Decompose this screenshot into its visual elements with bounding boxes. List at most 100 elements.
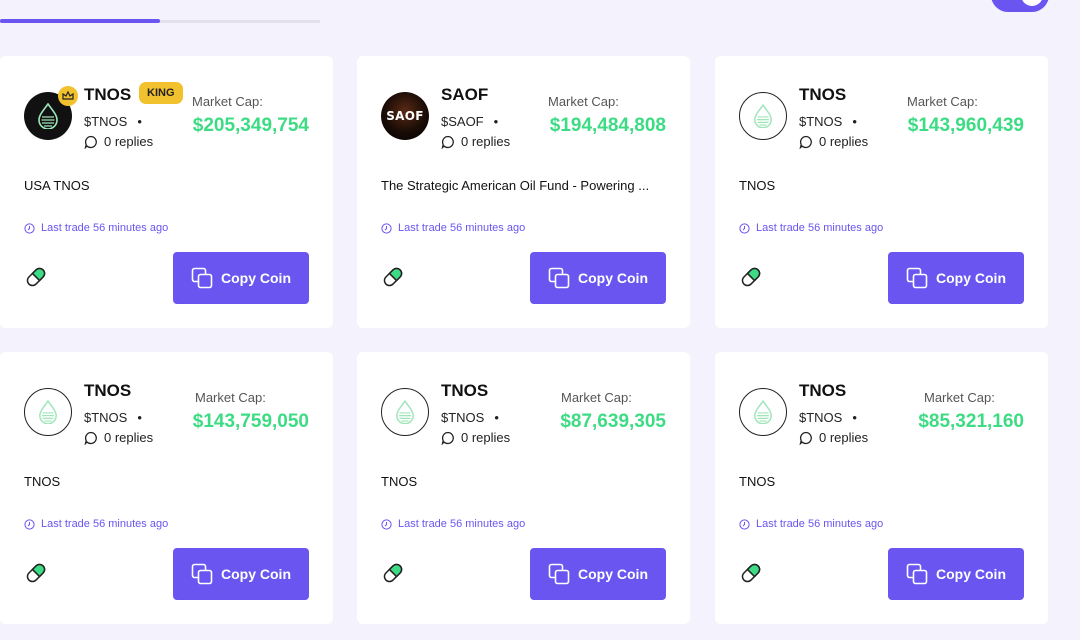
clock-icon <box>739 518 750 530</box>
coin-name: SAOF <box>441 85 489 104</box>
coin-ticker: $TNOS • <box>84 410 142 425</box>
copy-icon <box>548 563 570 585</box>
last-trade-text: Last trade 56 minutes ago <box>41 518 169 530</box>
clock-icon <box>24 222 35 234</box>
market-cap-label: Market Cap: <box>907 94 978 109</box>
pill-icon <box>383 563 403 583</box>
ticker-text: $SAOF <box>441 114 484 129</box>
coin-card[interactable]: TNOS $TNOS • 0 replies Market Cap: $87,63… <box>357 352 690 624</box>
last-trade-text: Last trade 56 minutes ago <box>398 222 526 234</box>
pill-icon <box>26 563 46 583</box>
pill-icon <box>741 563 761 583</box>
last-trade: Last trade 56 minutes ago <box>739 518 883 530</box>
coin-ticker: $TNOS • <box>84 114 142 129</box>
copy-coin-button[interactable]: Copy Coin <box>530 548 666 600</box>
coin-description: The Strategic American Oil Fund - Poweri… <box>381 178 650 193</box>
coin-description: TNOS <box>739 178 776 193</box>
replies-text: 0 replies <box>461 430 511 445</box>
copy-icon <box>191 267 213 289</box>
coin-name: TNOS <box>799 85 847 104</box>
coin-avatar <box>739 388 787 436</box>
tab-active-indicator <box>0 19 160 23</box>
last-trade: Last trade 56 minutes ago <box>24 222 168 234</box>
last-trade-text: Last trade 56 minutes ago <box>41 222 169 234</box>
tab-bar[interactable] <box>0 0 320 24</box>
view-toggle[interactable] <box>991 0 1049 12</box>
replies-count[interactable]: 0 replies <box>799 134 868 149</box>
market-cap-label: Market Cap: <box>192 94 263 109</box>
last-trade-text: Last trade 56 minutes ago <box>756 518 884 530</box>
avatar-text: SAOF <box>386 109 424 123</box>
copy-coin-label: Copy Coin <box>221 566 291 582</box>
coin-ticker: $TNOS • <box>799 114 857 129</box>
drop-icon <box>396 400 414 424</box>
copy-icon <box>906 267 928 289</box>
replies-count[interactable]: 0 replies <box>799 430 868 445</box>
coin-name: TNOS <box>799 381 847 400</box>
market-cap-value: $87,639,305 <box>560 411 666 432</box>
ticker-text: $TNOS <box>84 410 128 425</box>
last-trade: Last trade 56 minutes ago <box>381 518 525 530</box>
copy-coin-label: Copy Coin <box>578 566 648 582</box>
drop-icon <box>754 104 772 128</box>
chat-bubble-icon <box>799 431 812 445</box>
replies-count[interactable]: 0 replies <box>84 134 153 149</box>
ticker-text: $TNOS <box>441 410 485 425</box>
coin-avatar <box>24 86 78 140</box>
market-cap-label: Market Cap: <box>924 390 995 405</box>
replies-text: 0 replies <box>104 134 154 149</box>
clock-icon <box>24 518 35 530</box>
pill-icon <box>383 267 403 287</box>
coin-ticker: $TNOS • <box>441 410 499 425</box>
pill-icon <box>741 267 761 287</box>
copy-coin-button[interactable]: Copy Coin <box>530 252 666 304</box>
market-cap-label: Market Cap: <box>561 390 632 405</box>
replies-text: 0 replies <box>819 430 869 445</box>
pill-icon <box>26 267 46 287</box>
copy-coin-label: Copy Coin <box>578 270 648 286</box>
coin-card[interactable]: TNOS $TNOS • 0 replies Market Cap: $143,9… <box>715 56 1048 328</box>
separator-dot: • <box>852 410 857 425</box>
coin-ticker: $SAOF • <box>441 114 498 129</box>
copy-coin-button[interactable]: Copy Coin <box>888 252 1024 304</box>
copy-coin-button[interactable]: Copy Coin <box>173 548 309 600</box>
chat-bubble-icon <box>799 135 812 149</box>
separator-dot: • <box>493 114 499 129</box>
coin-description: TNOS <box>739 474 776 489</box>
coin-description: USA TNOS <box>24 178 90 193</box>
market-cap-label: Market Cap: <box>548 94 619 109</box>
coin-avatar <box>739 92 787 140</box>
coin-description: TNOS <box>381 474 418 489</box>
copy-coin-button[interactable]: Copy Coin <box>888 548 1024 600</box>
copy-icon <box>548 267 570 289</box>
coin-avatar: SAOF <box>381 92 429 140</box>
market-cap-value: $143,960,439 <box>907 115 1024 136</box>
chat-bubble-icon <box>84 431 97 445</box>
coin-name: TNOS <box>84 85 132 104</box>
ticker-text: $TNOS <box>84 114 128 129</box>
coin-card[interactable]: TNOS $TNOS • 0 replies Market Cap: $143,7… <box>0 352 333 624</box>
separator-dot: • <box>852 114 857 129</box>
drop-icon <box>38 103 58 129</box>
coin-description: TNOS <box>24 474 61 489</box>
separator-dot: • <box>137 114 142 129</box>
tab-track <box>0 20 320 23</box>
separator-dot: • <box>137 410 142 425</box>
replies-count[interactable]: 0 replies <box>441 134 510 149</box>
market-cap-value: $205,349,754 <box>192 115 309 136</box>
market-cap-value: $85,321,160 <box>918 411 1024 432</box>
copy-icon <box>191 563 213 585</box>
replies-count[interactable]: 0 replies <box>84 430 153 445</box>
copy-coin-label: Copy Coin <box>221 270 291 286</box>
separator-dot: • <box>494 410 499 425</box>
king-badge: KING <box>139 82 183 104</box>
replies-count[interactable]: 0 replies <box>441 430 510 445</box>
clock-icon <box>739 222 750 234</box>
last-trade-text: Last trade 56 minutes ago <box>398 518 526 530</box>
coin-card[interactable]: TNOS $TNOS • 0 replies Market Cap: $85,32… <box>715 352 1048 624</box>
coin-card[interactable]: SAOF SAOF $SAOF • 0 replies Market Cap: $… <box>357 56 690 328</box>
copy-icon <box>906 563 928 585</box>
coin-avatar <box>24 388 72 436</box>
coin-card[interactable]: TNOS KING $TNOS • 0 replies Market Cap: $… <box>0 56 333 328</box>
copy-coin-button[interactable]: Copy Coin <box>173 252 309 304</box>
